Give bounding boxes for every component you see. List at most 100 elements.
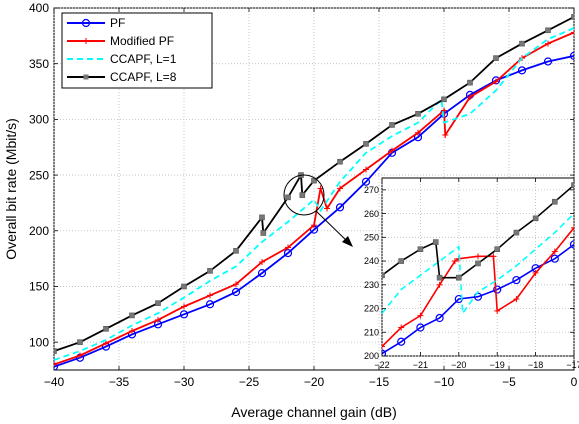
main-series-line-ccapf-l-1 — [54, 27, 574, 361]
main-point-ccapf-l-8 — [259, 214, 265, 221]
inset-point-ccapf-l-8 — [382, 272, 385, 279]
inset-ytick-label: 260 — [364, 209, 379, 219]
main-point-pf — [569, 51, 574, 60]
inset-ytick-label: 210 — [364, 327, 379, 337]
main-point-ccapf-l-8 — [467, 79, 473, 86]
main-point-modified-pf — [311, 222, 317, 229]
inset-point-modified-pf — [417, 312, 424, 319]
main-point-ccapf-l-8 — [571, 14, 574, 20]
main-point-modified-pf — [285, 244, 291, 251]
main-point-ccapf-l-8 — [155, 300, 161, 306]
legend-label-ccapf-l-8: CCAPF, L=8 — [110, 70, 177, 84]
main-point-pf — [517, 66, 527, 75]
main-point-modified-pf — [233, 281, 239, 288]
main-point-modified-pf — [415, 129, 421, 136]
main-ytick-label: 300 — [29, 113, 49, 127]
inset-point-modified-pf — [532, 269, 539, 276]
main-point-ccapf-l-8 — [181, 283, 187, 290]
main-point-pf — [335, 203, 345, 212]
inset-plot-area — [381, 177, 575, 357]
inset-point-ccapf-l-8 — [532, 215, 539, 222]
inset-point-pf — [397, 337, 406, 346]
inset-series — [382, 182, 574, 356]
main-ytick-label: 200 — [29, 224, 49, 238]
legend-label-pf: PF — [110, 16, 125, 30]
main-point-ccapf-l-8 — [389, 122, 395, 128]
main-ytick-label: 100 — [29, 335, 49, 349]
main-point-ccapf-l-8 — [77, 339, 83, 345]
main-point-modified-pf — [493, 78, 499, 85]
main-point-modified-pf — [389, 147, 395, 154]
inset-point-pf — [493, 285, 502, 294]
main-point-modified-pf — [129, 328, 135, 335]
legend: PF Modified PF CCAPF, L=1 CCAPF, L=8 — [61, 12, 213, 89]
inset-xtick-label: −18 — [528, 360, 543, 370]
main-xtick-label: −30 — [174, 375, 195, 389]
main-xtick-label: −35 — [109, 375, 130, 389]
inset-point-modified-pf — [398, 324, 405, 331]
main-point-ccapf-l-8 — [207, 268, 213, 274]
inset-point-modified-pf — [494, 307, 501, 314]
inset-series-line-ccapf-l-1 — [382, 213, 574, 316]
legend-marker-ccapf-l-8 — [83, 74, 89, 80]
legend-marker-pf — [81, 18, 91, 28]
main-xtick-label: −15 — [369, 375, 390, 389]
main-point-ccapf-l-8 — [299, 192, 306, 198]
main-ytick-label: 350 — [29, 57, 49, 71]
main-xtick-label: −25 — [239, 375, 260, 389]
main-point-ccapf-l-8 — [415, 111, 421, 117]
main-xtick-label: −40 — [44, 375, 65, 389]
inset-point-modified-pf — [571, 224, 574, 231]
main-point-ccapf-l-8 — [260, 230, 267, 236]
main-ticks: −40 −35 −30 −25 −20 −15 −10 −5 0 100 150 200 250 300 3… — [29, 1, 578, 389]
main-point-ccapf-l-8 — [519, 40, 525, 47]
main-point-modified-pf — [467, 94, 473, 101]
x-axis-label: Average channel gain (dB) — [231, 404, 397, 420]
inset-ytick-label: 230 — [364, 280, 379, 290]
main-xtick-label: −20 — [304, 375, 325, 389]
inset-ytick-label: 200 — [364, 351, 379, 361]
main-point-pf — [231, 287, 241, 297]
inset-point-pf — [416, 323, 425, 332]
inset-point-modified-pf — [551, 248, 558, 255]
main-point-ccapf-l-8 — [493, 55, 499, 61]
main-point-modified-pf — [441, 107, 447, 114]
main-ytick-label: 250 — [29, 168, 49, 182]
inset-point-modified-pf — [382, 343, 385, 350]
main-point-modified-pf — [155, 316, 161, 323]
inset-xtick-label: −22 — [374, 360, 389, 370]
main-point-modified-pf — [545, 40, 551, 47]
inset-point-ccapf-l-8 — [455, 274, 462, 281]
main-point-pf — [205, 300, 215, 309]
main-point-ccapf-l-8 — [285, 194, 291, 201]
inset-point-ccapf-l-8 — [417, 246, 424, 252]
inset-point-pf — [382, 349, 387, 356]
inset-ytick-label: 240 — [364, 256, 379, 266]
main-xtick-label: −10 — [434, 375, 455, 389]
inset-point-ccapf-l-8 — [475, 260, 481, 267]
main-point-ccapf-l-8 — [54, 348, 57, 354]
legend-marker-modified-pf — [83, 38, 89, 44]
inset-point-modified-pf — [451, 258, 458, 265]
zoom-ellipse — [283, 174, 325, 216]
inset-ticks: −22 −21 −20 −19 −18 −17 200 210 220 230 240 250 260 2… — [364, 178, 579, 370]
zoom-arrow-head — [342, 236, 353, 247]
main-point-modified-pf — [337, 185, 343, 192]
inset-point-pf — [435, 313, 444, 323]
inset-point-modified-pf — [475, 253, 481, 260]
main-point-modified-pf — [442, 131, 449, 138]
inset-point-pf — [569, 240, 574, 249]
zoom-arrow-line — [315, 210, 350, 244]
inset-point-ccapf-l-8 — [432, 239, 439, 245]
main-point-pf — [54, 362, 59, 370]
inset-xtick-label: −17 — [566, 360, 579, 370]
main-point-ccapf-l-8 — [103, 325, 109, 332]
inset-point-ccapf-l-8 — [398, 258, 405, 264]
main-point-modified-pf — [181, 303, 187, 310]
main-point-pf — [361, 177, 371, 186]
inset-point-ccapf-l-8 — [551, 198, 558, 205]
inset-point-pf — [550, 254, 559, 263]
main-ytick-label: 400 — [29, 1, 49, 15]
main-point-modified-pf — [103, 340, 109, 347]
main-point-modified-pf — [363, 166, 369, 173]
